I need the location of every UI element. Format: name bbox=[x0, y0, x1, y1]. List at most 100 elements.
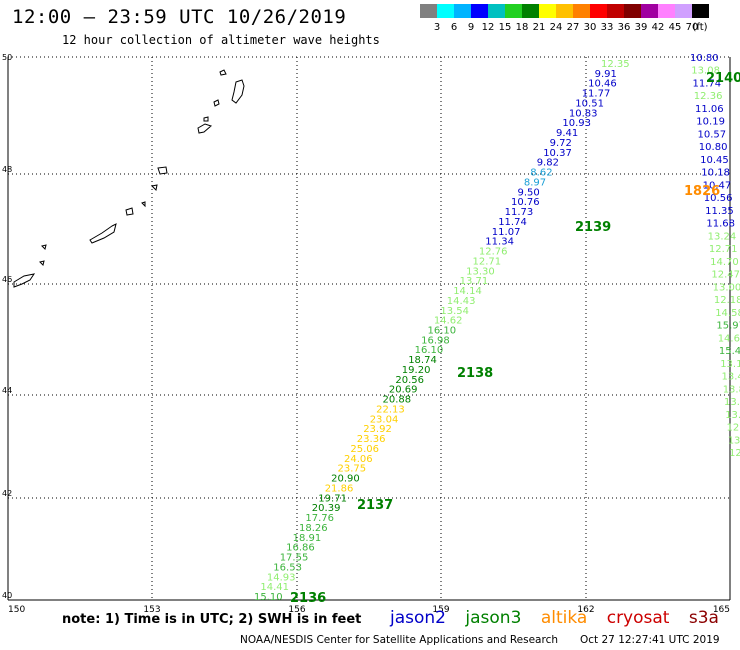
legend-swatch bbox=[471, 4, 488, 18]
x-tick-label: 159 bbox=[432, 605, 449, 615]
swh-value: 8.97 bbox=[524, 177, 546, 188]
swh-value: 12.71 bbox=[473, 256, 502, 267]
swh-value: 9.41 bbox=[556, 128, 578, 139]
swh-value: 16.86 bbox=[286, 543, 315, 554]
swh-value: 19.71 bbox=[318, 493, 347, 504]
swh-value: 16.10 bbox=[415, 345, 444, 356]
x-tick-label: 153 bbox=[143, 605, 160, 615]
satellite-jason2: jason2 bbox=[390, 608, 446, 628]
x-tick-label: 150 bbox=[8, 605, 25, 615]
x-tick-label: 165 bbox=[713, 605, 730, 615]
x-tick-label: 162 bbox=[577, 605, 594, 615]
swh-value: 12.47 bbox=[711, 270, 740, 281]
swh-value: 10.80 bbox=[699, 142, 728, 153]
legend-label: 36 bbox=[617, 22, 631, 33]
swh-value: 13.88 bbox=[723, 384, 740, 395]
swh-value: 10.76 bbox=[511, 197, 540, 208]
swh-value: 9.91 bbox=[595, 69, 617, 80]
swh-value: 11.74 bbox=[498, 217, 527, 228]
legend-swatch bbox=[607, 4, 624, 18]
map-grid: 150 153 156 159 162 165 50 48 46 44 42 40 bbox=[2, 53, 731, 615]
legend-label: 21 bbox=[532, 22, 546, 33]
swh-value: 14.70 bbox=[710, 257, 739, 268]
page-subtitle: 12 hour collection of altimeter wave hei… bbox=[62, 33, 380, 47]
legend-label: 15 bbox=[498, 22, 512, 33]
swh-value: 11.73 bbox=[505, 207, 534, 218]
swh-value: 20.88 bbox=[383, 395, 412, 406]
generated-timestamp: Oct 27 12:27:41 UTC 2019 bbox=[580, 634, 720, 646]
legend-swatch bbox=[641, 4, 658, 18]
legend-swatch bbox=[420, 4, 437, 18]
swh-value: 12.71 bbox=[709, 244, 738, 255]
swh-value: 14.62 bbox=[434, 316, 463, 327]
legend-swatch bbox=[675, 4, 692, 18]
swh-value: 10.56 bbox=[704, 193, 733, 204]
legend-swatch bbox=[488, 4, 505, 18]
altimeter-track: 15.1014.4114.9316.5317.5516.8618.9118.26… bbox=[254, 59, 630, 603]
pass-label-2137: 2137 bbox=[357, 498, 393, 513]
island-shape bbox=[89, 223, 117, 244]
color-legend: 3 6 9 12 15 18 21 24 27 30 33 36 39 42 45 70 (ft) bbox=[420, 4, 709, 33]
swh-value: 20.56 bbox=[395, 375, 424, 386]
swh-value: 20.69 bbox=[389, 385, 418, 396]
swh-value: 11.77 bbox=[582, 89, 611, 100]
island-shape bbox=[157, 166, 168, 175]
swh-value: 9.72 bbox=[550, 138, 572, 149]
legend-label: 27 bbox=[566, 22, 580, 33]
satellite-s3a: s3a bbox=[688, 608, 719, 628]
island-shape bbox=[39, 260, 45, 266]
credit-line: NOAA/NESDIS Center for Satellite Applica… bbox=[240, 634, 558, 646]
swh-value: 23.36 bbox=[357, 434, 386, 445]
swh-value: 18.91 bbox=[293, 533, 322, 544]
legend-label: 6 bbox=[450, 22, 458, 33]
swh-value: 14.43 bbox=[447, 296, 476, 307]
swh-value: 21.86 bbox=[325, 483, 354, 494]
legend-label: 39 bbox=[634, 22, 648, 33]
y-tick-label: 44 bbox=[2, 386, 12, 395]
swh-value: 17.76 bbox=[305, 513, 334, 524]
legend-label: 70 bbox=[685, 22, 699, 33]
y-tick-label: 46 bbox=[2, 275, 12, 284]
pass-labels: 2136 2137 2138 2139 2140 1826 bbox=[290, 71, 740, 606]
pass-label-2139: 2139 bbox=[575, 220, 611, 235]
legend-swatch bbox=[454, 4, 471, 18]
swh-value: 12.36 bbox=[694, 91, 723, 102]
swh-value: 16.98 bbox=[421, 335, 450, 346]
page-title: 12:00 – 23:59 UTC 10/26/2019 bbox=[12, 6, 347, 28]
swh-value: 22.13 bbox=[376, 405, 405, 416]
swh-value: 12.76 bbox=[479, 247, 508, 258]
island-shape bbox=[150, 184, 158, 192]
legend-swatches bbox=[420, 4, 709, 18]
pass-label-2138: 2138 bbox=[457, 366, 493, 381]
swh-value: 13.08 bbox=[691, 66, 720, 77]
legend-label: 12 bbox=[481, 22, 495, 33]
x-tick-label: 156 bbox=[288, 605, 305, 615]
swh-value: 15.97 bbox=[716, 321, 740, 332]
satellite-jason3: jason3 bbox=[465, 608, 522, 628]
legend-label: 9 bbox=[467, 22, 475, 33]
legend-swatch bbox=[522, 4, 539, 18]
island-shape bbox=[141, 201, 146, 208]
swh-value: 20.39 bbox=[312, 503, 341, 514]
legend-label: 33 bbox=[600, 22, 614, 33]
swh-value: 18.26 bbox=[299, 523, 328, 534]
swh-value: 14.58 bbox=[715, 308, 740, 319]
legend-swatch bbox=[437, 4, 454, 18]
legend-swatch bbox=[658, 4, 675, 18]
legend-label: 30 bbox=[583, 22, 597, 33]
swh-value: 11.34 bbox=[485, 237, 514, 248]
island-shape bbox=[197, 123, 212, 134]
island-shape bbox=[125, 207, 134, 216]
island-shape bbox=[231, 79, 245, 104]
swh-value: 12.35 bbox=[601, 59, 630, 70]
swh-value: 9.50 bbox=[518, 187, 540, 198]
swh-value: 16.10 bbox=[428, 326, 457, 337]
pass-label-1826: 1826 bbox=[684, 184, 720, 199]
swh-value: 10.47 bbox=[703, 180, 732, 191]
swh-value: 13.13 bbox=[720, 359, 740, 370]
legend-swatch bbox=[590, 4, 607, 18]
swh-value: 13. bbox=[725, 410, 740, 421]
legend-label: 24 bbox=[549, 22, 563, 33]
swh-value: 15.10 bbox=[254, 592, 283, 603]
